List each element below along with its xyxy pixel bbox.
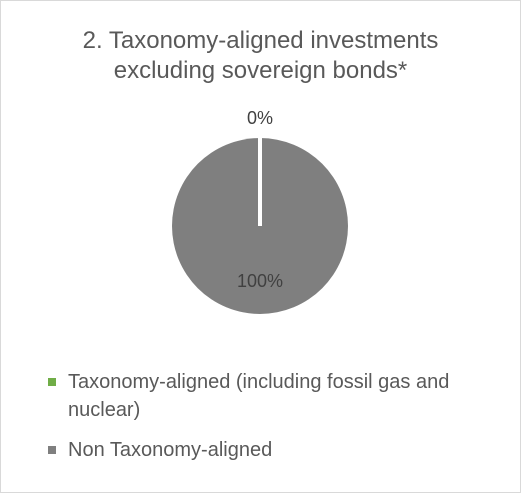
pie-slices — [172, 138, 348, 314]
chart-title-line-1: 2. Taxonomy-aligned investments — [82, 27, 439, 54]
legend-item-taxonomy-aligned: Taxonomy-aligned (including fossil gas a… — [46, 368, 506, 424]
chart-title: 2. Taxonomy-aligned investments excludin… — [0, 26, 521, 86]
data-label-non-taxonomy-aligned: 100% — [237, 271, 283, 291]
legend-item-non-taxonomy-aligned: Non Taxonomy-aligned — [46, 436, 506, 464]
legend-label-non-taxonomy-aligned: Non Taxonomy-aligned — [68, 439, 273, 461]
chart-title-line-2: excluding sovereign bonds* — [113, 57, 408, 84]
legend-swatch-taxonomy-aligned — [48, 378, 56, 386]
legend-label-taxonomy-aligned: Taxonomy-aligned (including fossil gas a… — [68, 371, 450, 421]
legend-swatch-non-taxonomy-aligned — [48, 446, 56, 454]
data-label-taxonomy-aligned: 0% — [247, 108, 273, 128]
legend: Taxonomy-aligned (including fossil gas a… — [46, 368, 506, 476]
